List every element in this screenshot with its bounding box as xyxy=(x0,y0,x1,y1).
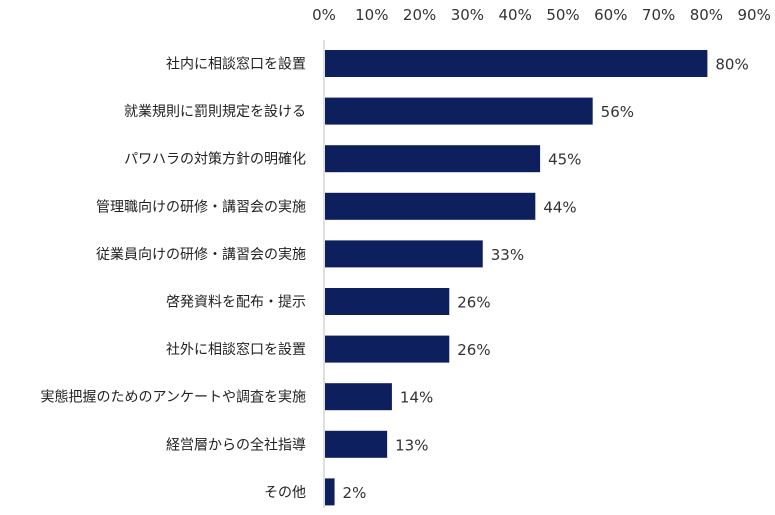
bar xyxy=(325,383,392,411)
value-labels: 80% 56% 45% 44% 33% 26% 26% 14% 13% 2% xyxy=(343,56,749,502)
category-label: 就業規則に罰則規定を設ける xyxy=(124,104,306,120)
category-label: 啓発資料を配布・提示 xyxy=(166,295,306,311)
bar xyxy=(325,192,536,220)
bar-value-label: 26% xyxy=(457,294,490,312)
bars xyxy=(325,50,708,506)
x-tick-label: 70% xyxy=(642,6,675,24)
bar xyxy=(325,430,388,458)
bar-value-label: 33% xyxy=(491,246,524,264)
bar-value-label: 14% xyxy=(400,389,433,407)
category-label: 社外に相談窓口を設置 xyxy=(166,341,306,358)
bar xyxy=(325,97,593,125)
bar-value-label: 45% xyxy=(548,151,581,169)
bar-value-label: 13% xyxy=(395,436,428,454)
bar xyxy=(325,478,335,506)
category-label: 従業員向けの研修・講習会の実施 xyxy=(96,247,306,263)
bar xyxy=(325,240,483,268)
x-tick-label: 10% xyxy=(355,6,388,24)
category-label: 経営層からの全社指導 xyxy=(166,436,306,453)
x-tick-label: 40% xyxy=(499,6,532,24)
bar-value-label: 26% xyxy=(457,341,490,359)
category-label: その他 xyxy=(264,485,306,501)
category-label: 社内に相談窓口を設置 xyxy=(166,56,306,73)
category-label: 実態把握のためのアンケートや調査を実施 xyxy=(41,390,306,406)
bar xyxy=(325,335,450,363)
bar xyxy=(325,145,541,173)
bar-value-label: 2% xyxy=(343,484,367,502)
category-label: 管理職向けの研修・講習会の実施 xyxy=(96,199,306,215)
bar-value-label: 56% xyxy=(601,103,634,121)
x-tick-label: 50% xyxy=(546,6,579,24)
x-tick-label: 30% xyxy=(451,6,484,24)
bar-value-label: 80% xyxy=(715,56,748,74)
x-tick-label: 90% xyxy=(738,6,771,24)
x-tick-label: 20% xyxy=(403,6,436,24)
x-tick-label: 60% xyxy=(594,6,627,24)
category-label: パワハラの対策方針の明確化 xyxy=(124,151,306,168)
bar-value-label: 44% xyxy=(543,198,576,216)
x-tick-label: 80% xyxy=(690,6,723,24)
x-axis-ticks: 0% 10% 20% 30% 40% 50% 60% 70% 80% 90% xyxy=(312,6,771,24)
bar xyxy=(325,50,708,77)
category-labels: 社内に相談窓口を設置就業規則に罰則規定を設けるパワハラの対策方針の明確化管理職向… xyxy=(41,56,306,501)
x-tick-label: 0% xyxy=(312,6,336,24)
bar xyxy=(325,288,450,315)
